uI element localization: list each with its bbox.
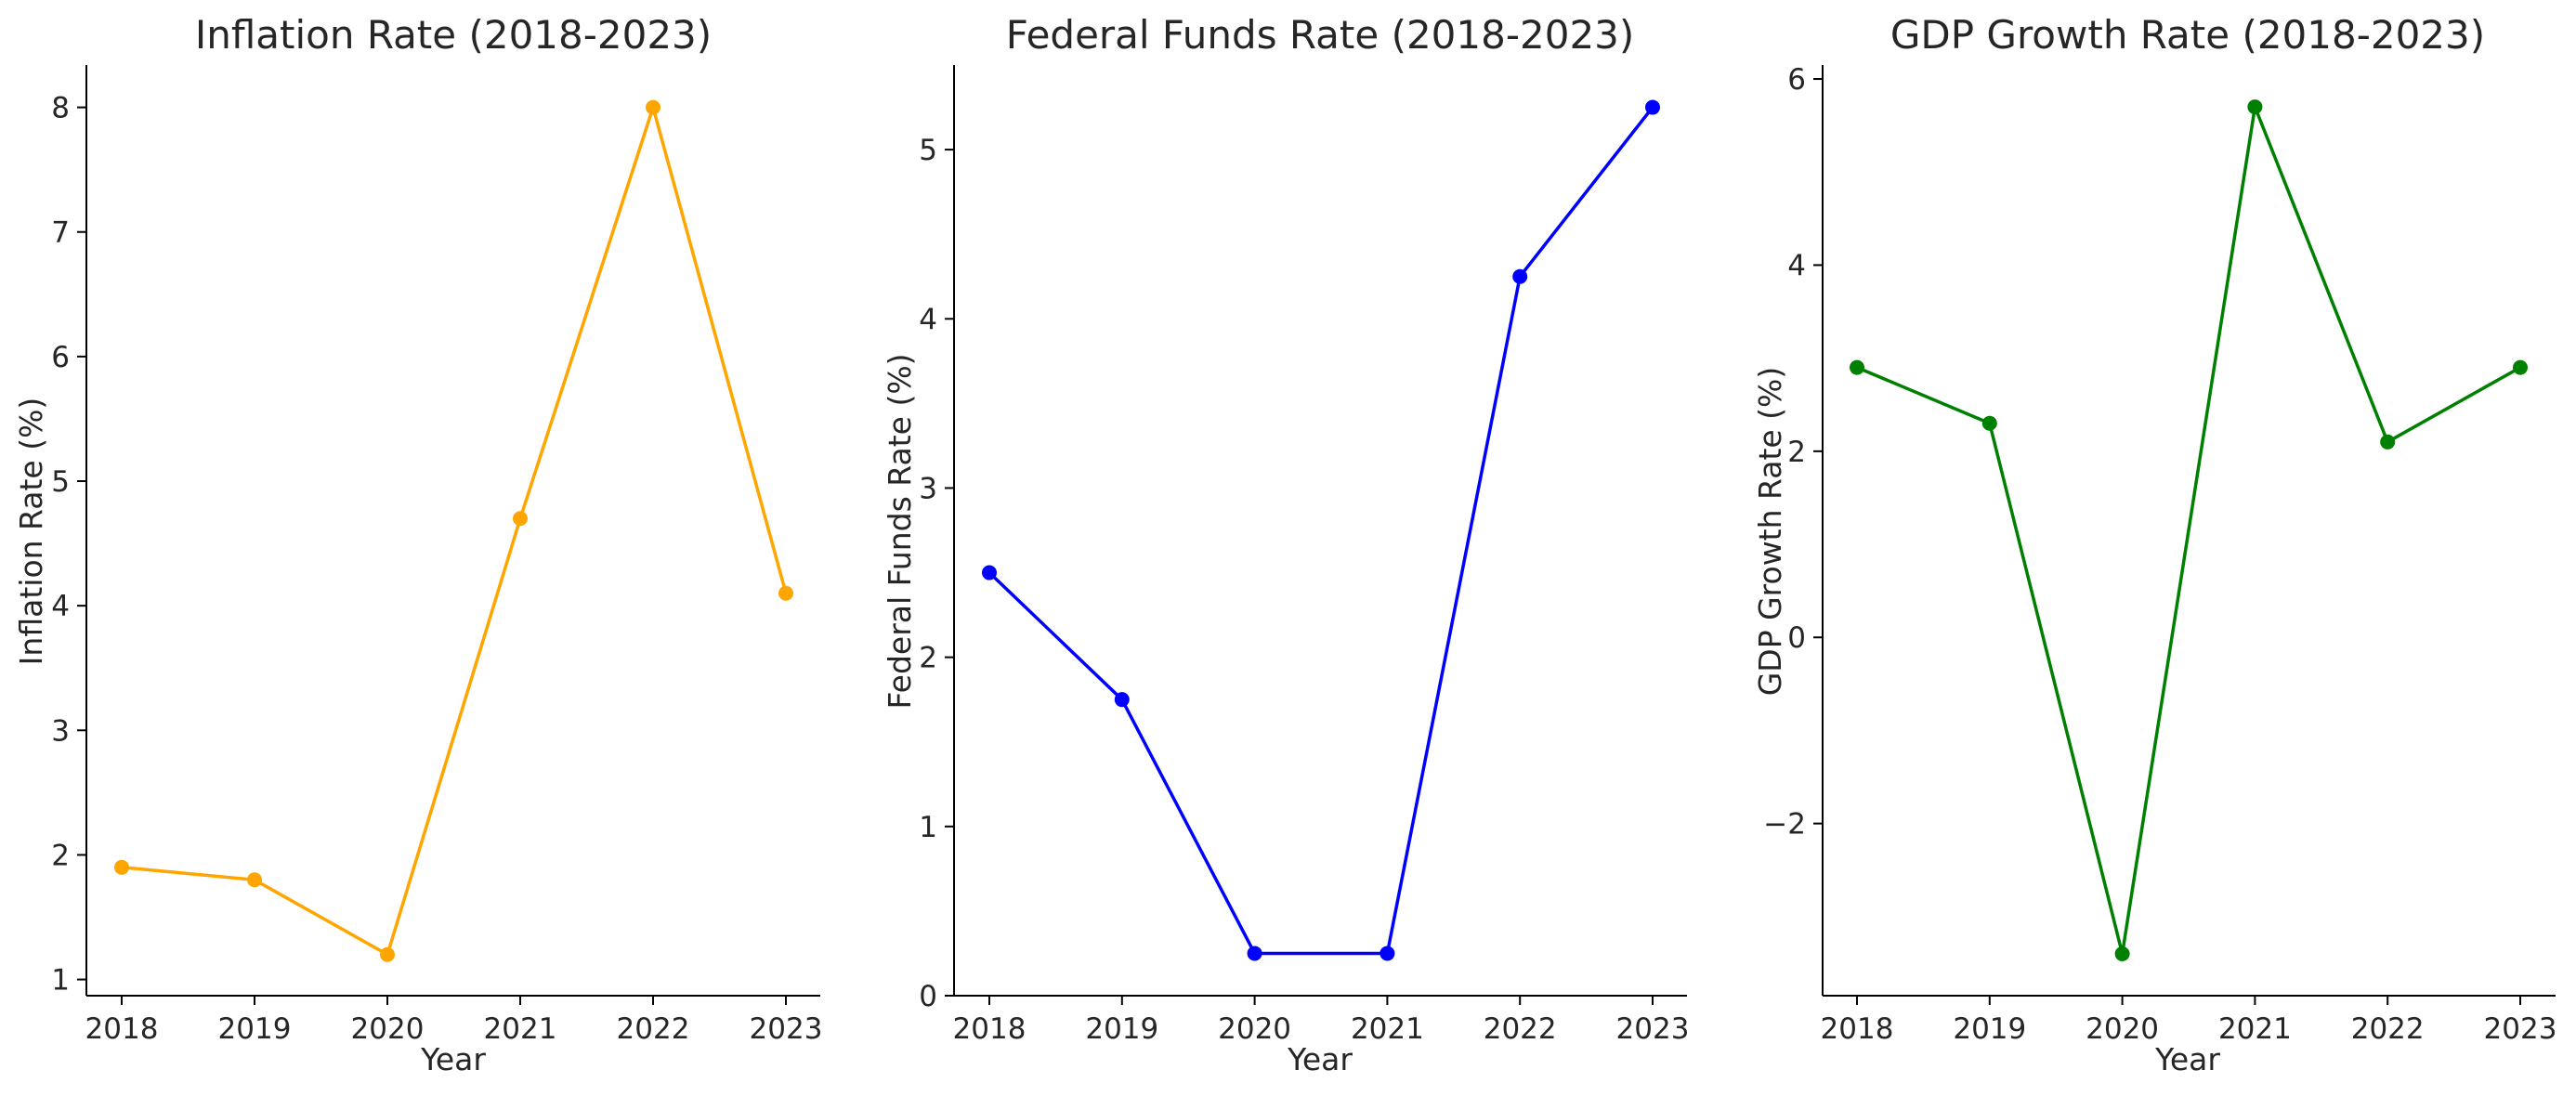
federal-funds-x-tick-label: 2019 (1085, 1012, 1158, 1046)
federal-funds-y-axis-label: Federal Funds Rate (%) (882, 353, 918, 709)
gdp-growth-y-tick-label: 0 (1787, 621, 1806, 655)
federal-funds-data-point (1512, 268, 1528, 284)
federal-funds-data-point (1645, 99, 1660, 115)
federal-funds-y-tick-label: 1 (919, 811, 937, 844)
federal-funds-x-tick-label: 2021 (1351, 1012, 1424, 1046)
federal-funds-x-axis-label: Year (1287, 1041, 1353, 1077)
inflation-data-point (778, 585, 793, 601)
inflation-chart: Inflation Rate (2018-2023) Year Inflatio… (13, 12, 822, 1077)
federal-funds-y-tick-label: 0 (919, 980, 937, 1013)
inflation-y-tick-label: 3 (51, 714, 70, 748)
gdp-growth-y-tick-label: 4 (1787, 249, 1806, 282)
gdp-growth-data-point (1981, 415, 1997, 431)
gdp-growth-y-tick-label: 6 (1787, 63, 1806, 97)
gdp-growth-y-axis-label: GDP Growth Rate (%) (1752, 367, 1788, 697)
inflation-y-tick-label: 4 (51, 590, 70, 623)
federal-funds-data-point (1380, 946, 1395, 961)
gdp-growth-x-tick-label: 2018 (1821, 1012, 1894, 1046)
inflation-y-tick-label: 8 (51, 92, 70, 125)
gdp-growth-data-point (1850, 359, 1864, 375)
federal-funds-data-point (1247, 946, 1262, 961)
federal-funds-y-tick-label: 5 (919, 134, 937, 167)
federal-funds-x-tick-label: 2022 (1484, 1012, 1557, 1046)
inflation-y-tick-label: 1 (51, 964, 70, 998)
gdp-growth-data-point (2513, 359, 2528, 375)
federal-funds-x-tick-label: 2018 (953, 1012, 1026, 1046)
inflation-x-tick-label: 2021 (484, 1012, 557, 1046)
inflation-data-point (247, 872, 262, 888)
federal-funds-y-tick-label: 3 (919, 472, 937, 505)
federal-funds-chart-title: Federal Funds Rate (2018-2023) (1006, 12, 1635, 58)
federal-funds-y-tick-label: 2 (919, 642, 937, 675)
federal-funds-x-tick-label: 2020 (1218, 1012, 1291, 1046)
inflation-data-point (513, 511, 528, 527)
gdp-growth-x-tick-label: 2021 (2218, 1012, 2292, 1046)
inflation-x-tick-label: 2019 (218, 1012, 292, 1046)
inflation-x-axis-label: Year (420, 1041, 486, 1077)
inflation-series-line (121, 105, 788, 957)
gdp-growth-data-point (2380, 434, 2396, 450)
inflation-y-tick-label: 7 (51, 216, 70, 250)
gdp-growth-data-point (2247, 99, 2263, 115)
gdp-growth-series-line (1856, 105, 2521, 956)
inflation-y-axis-label: Inflation Rate (%) (13, 398, 49, 666)
inflation-y-tick-label: 6 (51, 341, 70, 374)
federal-funds-data-point (982, 565, 997, 581)
inflation-chart-title: Inflation Rate (2018-2023) (195, 12, 712, 58)
inflation-x-tick-label: 2018 (85, 1012, 159, 1046)
inflation-y-tick-label: 5 (51, 465, 70, 499)
gdp-growth-x-axis-label: Year (2154, 1041, 2220, 1077)
federal-funds-chart: Federal Funds Rate (2018-2023) Year Fede… (882, 12, 1689, 1077)
inflation-data-point (114, 859, 129, 875)
gdp-growth-x-tick-label: 2020 (2086, 1012, 2159, 1046)
federal-funds-series-line (987, 106, 1654, 956)
gdp-growth-x-tick-label: 2022 (2351, 1012, 2425, 1046)
inflation-x-tick-label: 2020 (351, 1012, 425, 1046)
gdp-growth-y-tick-label: −2 (1763, 808, 1806, 842)
inflation-x-tick-label: 2022 (617, 1012, 690, 1046)
gdp-growth-chart-title: GDP Growth Rate (2018-2023) (1890, 12, 2485, 58)
gdp-growth-x-tick-label: 2019 (1953, 1012, 2026, 1046)
federal-funds-x-tick-label: 2023 (1616, 1012, 1690, 1046)
federal-funds-y-tick-label: 4 (919, 303, 937, 336)
gdp-growth-x-tick-label: 2023 (2484, 1012, 2557, 1046)
inflation-x-tick-label: 2023 (750, 1012, 823, 1046)
inflation-y-tick-label: 2 (51, 839, 70, 872)
gdp-growth-chart: GDP Growth Rate (2018-2023) Year GDP Gro… (1752, 12, 2556, 1077)
federal-funds-data-point (1114, 692, 1130, 708)
inflation-data-point (380, 946, 395, 962)
gdp-growth-data-point (2114, 946, 2130, 961)
inflation-data-point (646, 99, 660, 115)
gdp-growth-y-tick-label: 2 (1787, 436, 1806, 469)
